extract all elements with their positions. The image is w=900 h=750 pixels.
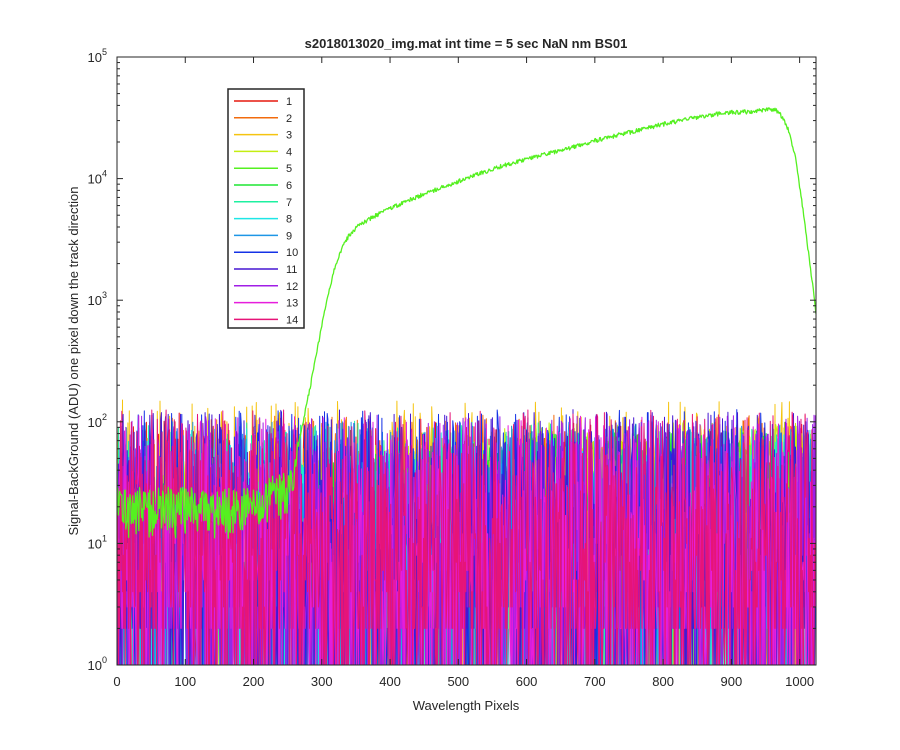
y-tick-base: 10 xyxy=(88,50,102,65)
x-tick-label: 100 xyxy=(174,674,196,689)
legend-label-13: 13 xyxy=(286,298,298,310)
y-tick-base: 10 xyxy=(88,172,102,187)
x-tick-label: 0 xyxy=(113,674,120,689)
x-tick-label: 300 xyxy=(311,674,333,689)
y-axis-label: Signal-BackGround (ADU) one pixel down t… xyxy=(66,186,81,535)
legend-label-4: 4 xyxy=(286,146,292,158)
x-tick-label: 700 xyxy=(584,674,606,689)
y-tick-label: 104 xyxy=(88,169,107,187)
y-tick-exponent: 1 xyxy=(102,533,107,543)
legend-label-12: 12 xyxy=(286,281,298,293)
y-tick-base: 10 xyxy=(88,536,102,551)
series-layer xyxy=(117,107,816,665)
y-tick-exponent: 0 xyxy=(102,655,107,665)
legend-label-11: 11 xyxy=(286,264,297,276)
y-tick-label: 101 xyxy=(88,533,107,551)
legend-label-5: 5 xyxy=(286,163,292,175)
x-axis-ticks: 0 100 200 300 400 500 600 700 800 900 1000 xyxy=(113,57,814,689)
x-tick-label: 900 xyxy=(721,674,743,689)
y-tick-base: 10 xyxy=(88,658,102,673)
x-axis-label: Wavelength Pixels xyxy=(413,698,520,713)
y-tick-label: 105 xyxy=(88,47,107,65)
x-tick-label: 1000 xyxy=(785,674,814,689)
y-tick-label: 102 xyxy=(88,412,107,430)
y-tick-base: 10 xyxy=(88,293,102,308)
legend-label-10: 10 xyxy=(286,247,298,259)
legend-label-7: 7 xyxy=(286,197,292,209)
x-tick-label: 400 xyxy=(379,674,401,689)
x-tick-label: 800 xyxy=(652,674,674,689)
axes-box xyxy=(116,56,817,666)
chart-title: s2018013020_img.mat int time = 5 sec NaN… xyxy=(305,36,628,51)
y-tick-exponent: 4 xyxy=(102,169,107,179)
x-tick-label: 200 xyxy=(243,674,265,689)
legend-label-1: 1 xyxy=(286,96,292,108)
y-tick-label: 103 xyxy=(88,290,107,308)
x-tick-label: 500 xyxy=(447,674,469,689)
legend-label-9: 9 xyxy=(286,230,292,242)
series-line-5 xyxy=(117,107,816,539)
legend-label-2: 2 xyxy=(286,113,292,125)
legend-label-8: 8 xyxy=(286,214,292,226)
legend-label-14: 14 xyxy=(286,314,298,326)
y-tick-exponent: 5 xyxy=(102,47,107,57)
legend-box xyxy=(227,88,305,329)
y-tick-label: 100 xyxy=(88,655,107,673)
y-tick-exponent: 3 xyxy=(102,290,107,300)
legend-label-6: 6 xyxy=(286,180,292,192)
x-tick-label: 600 xyxy=(516,674,538,689)
legend-label-3: 3 xyxy=(286,130,292,142)
y-tick-exponent: 2 xyxy=(102,412,107,422)
y-tick-base: 10 xyxy=(88,415,102,430)
series-line-14 xyxy=(117,409,816,665)
